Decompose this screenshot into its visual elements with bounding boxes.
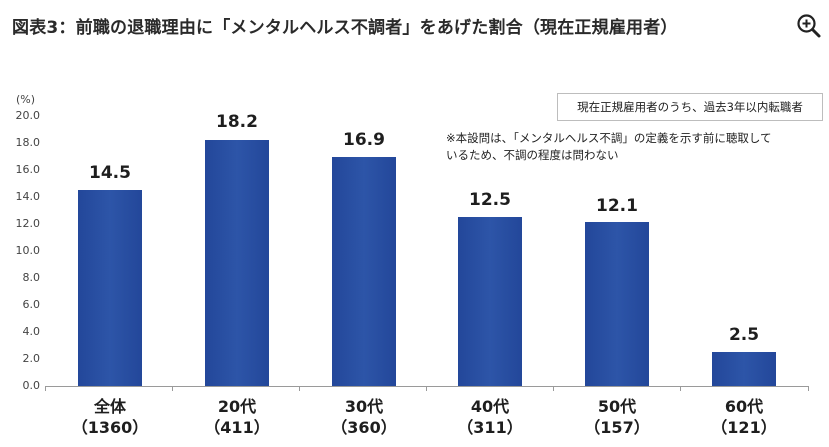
category-count: （411） xyxy=(204,418,270,437)
zoom-in-button[interactable] xyxy=(795,12,823,40)
x-tick xyxy=(808,386,809,391)
category-name: 40代 xyxy=(470,397,510,416)
zoom-in-icon xyxy=(797,14,821,38)
population-legend-box: 現在正規雇用者のうち、過去3年以内転職者 xyxy=(557,93,823,121)
y-tick: 20.0 xyxy=(15,109,41,122)
category-name: 30代 xyxy=(344,397,384,416)
x-tick xyxy=(680,386,681,391)
x-category-label: 20代 （411） xyxy=(182,396,292,438)
category-count: （311） xyxy=(457,418,523,437)
y-tick: 6.0 xyxy=(22,298,41,311)
value-label: 18.2 xyxy=(216,112,258,132)
footnote: ※本設問は、「メンタルヘルス不調」の定義を示す前に聴取して いるため、不調の程度… xyxy=(446,130,816,164)
category-count: （360） xyxy=(331,418,397,437)
bar-50s xyxy=(585,222,649,386)
x-category-label: 30代 （360） xyxy=(309,396,419,438)
bar-40s xyxy=(458,217,522,386)
x-axis-line xyxy=(45,386,809,387)
x-tick xyxy=(426,386,427,391)
footnote-line: ※本設問は、「メンタルヘルス不調」の定義を示す前に聴取して xyxy=(446,131,772,145)
y-tick: 10.0 xyxy=(15,244,41,257)
category-count: （121） xyxy=(711,418,777,437)
y-tick: 2.0 xyxy=(22,352,41,365)
bar-all xyxy=(78,190,142,386)
x-category-label: 50代 （157） xyxy=(562,396,672,438)
bar-30s xyxy=(332,157,396,386)
value-label: 14.5 xyxy=(89,163,131,183)
category-name: 全体 xyxy=(93,397,126,416)
x-category-label: 60代 （121） xyxy=(689,396,799,438)
value-label: 2.5 xyxy=(728,325,760,345)
value-label: 12.5 xyxy=(469,190,511,210)
x-category-label: 全体 （1360） xyxy=(55,396,165,438)
x-tick xyxy=(553,386,554,391)
bar-60s xyxy=(712,352,776,386)
category-name: 60代 xyxy=(724,397,764,416)
category-name: 50代 xyxy=(597,397,637,416)
value-label: 16.9 xyxy=(343,130,385,150)
y-tick: 12.0 xyxy=(15,217,41,230)
x-tick xyxy=(172,386,173,391)
y-tick: 8.0 xyxy=(22,271,41,284)
chart-title: 図表3：前職の退職理由に「メンタルヘルス不調者」をあげた割合（現在正規雇用者） xyxy=(12,18,678,38)
x-category-label: 40代 （311） xyxy=(435,396,545,438)
category-count: （1360） xyxy=(71,418,149,437)
y-tick: 14.0 xyxy=(15,190,41,203)
x-tick xyxy=(299,386,300,391)
y-axis-unit: (%) xyxy=(16,93,36,106)
category-count: （157） xyxy=(584,418,650,437)
footnote-line: いるため、不調の程度は問わない xyxy=(446,148,619,162)
value-label: 12.1 xyxy=(596,196,638,216)
y-tick: 4.0 xyxy=(22,325,41,338)
y-tick: 0.0 xyxy=(22,379,41,392)
y-tick: 16.0 xyxy=(15,163,41,176)
category-name: 20代 xyxy=(217,397,257,416)
bar-20s xyxy=(205,140,269,386)
x-tick xyxy=(45,386,46,391)
y-tick: 18.0 xyxy=(15,136,41,149)
